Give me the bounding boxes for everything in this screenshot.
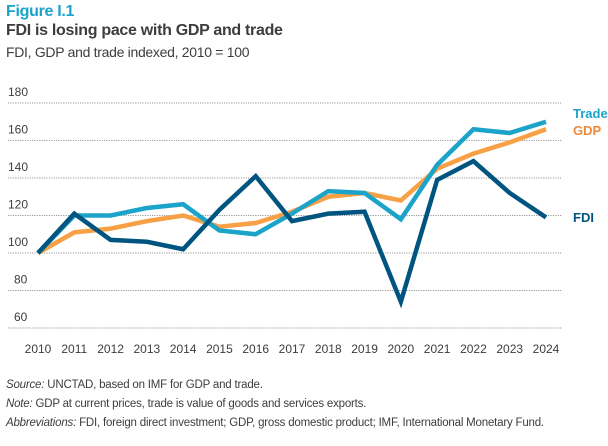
- source-note: Source: UNCTAD, based on IMF for GDP and…: [6, 376, 544, 395]
- x-tick-label: 2023: [496, 342, 523, 356]
- footnotes: Source: UNCTAD, based on IMF for GDP and…: [6, 376, 544, 433]
- legend-label-trade: Trade: [573, 106, 608, 121]
- legend-label-fdi: FDI: [573, 210, 594, 225]
- y-tick-label: 180: [8, 85, 28, 99]
- y-tick-label: 60: [14, 310, 28, 324]
- x-tick-label: 2015: [206, 342, 233, 356]
- x-tick-label: 2024: [533, 342, 560, 356]
- y-tick-label: 160: [8, 123, 28, 137]
- y-tick-label: 140: [8, 160, 28, 174]
- x-tick-label: 2021: [424, 342, 451, 356]
- note-text: GDP at current prices, trade is value of…: [32, 398, 367, 410]
- y-tick-label: 100: [8, 235, 28, 249]
- x-tick-label: 2010: [25, 342, 52, 356]
- x-tick-label: 2014: [170, 342, 197, 356]
- series-line-fdi: [36, 158, 548, 309]
- x-tick-label: 2017: [279, 342, 306, 356]
- x-tick-label: 2018: [315, 342, 342, 356]
- note: Note: GDP at current prices, trade is va…: [6, 395, 544, 414]
- source-label: Source:: [6, 379, 45, 391]
- series-labels: Trade GDP FDI: [573, 106, 608, 225]
- line-chart: 60 80 100 120 140 160 180 2010 2011 2012 2013 2014…: [8, 85, 608, 356]
- legend-label-gdp: GDP: [573, 123, 602, 138]
- series-lines: [36, 119, 548, 309]
- x-tick-label: 2022: [460, 342, 487, 356]
- x-tick-label: 2019: [351, 342, 378, 356]
- x-tick-label: 2016: [242, 342, 269, 356]
- y-tick-label: 120: [8, 198, 28, 212]
- x-tick-label: 2012: [97, 342, 124, 356]
- abbreviations-label: Abbreviations:: [6, 417, 77, 429]
- x-tick-label: 2013: [134, 342, 161, 356]
- source-text: UNCTAD, based on IMF for GDP and trade.: [44, 379, 263, 391]
- figure-label: Figure I.1: [6, 3, 75, 20]
- y-axis-ticks: 60 80 100 120 140 160 180: [8, 85, 28, 324]
- chart-title: FDI is losing pace with GDP and trade: [6, 22, 283, 39]
- abbreviations: Abbreviations: FDI, foreign direct inves…: [6, 414, 544, 433]
- series-line-gdp: [36, 127, 547, 255]
- note-label: Note:: [6, 398, 33, 410]
- series-line-trade: [36, 119, 547, 255]
- chart-subtitle: FDI, GDP and trade indexed, 2010 = 100: [6, 44, 250, 60]
- x-tick-label: 2020: [388, 342, 415, 356]
- x-tick-label: 2011: [61, 342, 87, 356]
- abbreviations-text: FDI, foreign direct investment; GDP, gro…: [76, 417, 544, 429]
- x-axis-ticks: 2010 2011 2012 2013 2014 2015 2016 2017 2018 2019…: [25, 342, 560, 356]
- y-tick-label: 80: [14, 273, 28, 287]
